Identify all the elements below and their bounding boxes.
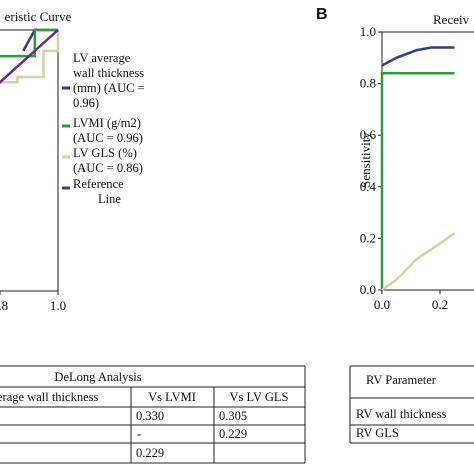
rv-header-cell: RV Parameter <box>366 373 437 387</box>
panel-a-x-tick-label: 1.0 <box>50 298 66 313</box>
panel-b-y-tick-label: 0.4 <box>360 179 377 194</box>
legend-label-line: 0.96) <box>73 96 99 110</box>
legend-label-line: LV GLS (%) <box>73 146 137 160</box>
panel-a-title: eristic Curve <box>5 9 72 24</box>
delong-table: DeLong Analysis erage wall thickness Vs … <box>0 365 306 464</box>
rv-table: RV Parameter RV wall thickness RV GLS <box>349 365 474 444</box>
legend-label-line: Line <box>98 192 121 206</box>
delong-cell: 0.229 <box>219 427 247 441</box>
legend-label-line: Reference <box>73 177 124 191</box>
panel-a-series-line-1 <box>0 28 58 58</box>
delong-header-cell: Vs LVMI <box>148 390 196 404</box>
legend-label-line: wall thickness <box>73 66 144 80</box>
rv-cell: RV GLS <box>356 426 399 440</box>
panel-b-y-tick-label: 0.6 <box>360 127 377 142</box>
delong-cell: 0.229 <box>136 446 164 460</box>
panel-a-plot-frame <box>0 29 59 292</box>
panel-b-title: Receiv <box>433 12 470 27</box>
legend-label-line: LV average <box>73 51 131 65</box>
panel-b: B Receiv Sensitivity 0.00.20.40.60.81.0 … <box>316 6 474 312</box>
panel-a-series-line-2 <box>0 30 60 84</box>
delong-title: DeLong Analysis <box>54 370 141 384</box>
panel-b-x-tick-label: 0.0 <box>374 297 390 312</box>
panel-b-x-tick-label: 0.2 <box>432 297 448 312</box>
panel-b-y-tick-label: 1.0 <box>360 24 376 39</box>
panel-b-y-ticks: 0.0 0.2 0.4 0.6 0.8 1.0 <box>360 24 382 297</box>
legend-label-line: (AUC = 0.96) <box>73 131 143 145</box>
delong-cell: - <box>137 427 141 441</box>
delong-cell: 0.330 <box>136 409 164 423</box>
panel-a-legend: LV average wall thickness (mm) (AUC = 0.… <box>62 51 145 206</box>
panel-b-x-ticks: 0.0 0.2 <box>374 290 448 312</box>
panel-b-series <box>380 46 456 292</box>
legend-label-line: (mm) (AUC = <box>73 81 145 95</box>
panel-a-x-ticks: 0.8 1.0 <box>0 291 66 313</box>
panel-b-series-line-0 <box>381 46 455 67</box>
delong-cell: 0.305 <box>219 409 247 423</box>
panel-a-series-line-3 <box>0 29 59 84</box>
delong-header-cell: erage wall thickness <box>0 390 98 404</box>
panel-a-x-tick-label: 0.8 <box>0 298 8 313</box>
delong-header-cell: Vs LV GLS <box>229 390 288 404</box>
panel-b-y-tick-label: 0.2 <box>360 230 376 245</box>
panel-b-label: B <box>316 6 328 23</box>
panel-a-series <box>0 28 60 84</box>
rv-cell: RV wall thickness <box>356 407 447 421</box>
panel-b-y-axis-label: Sensitivity <box>358 132 373 188</box>
panel-b-y-tick-label: 0.0 <box>360 282 376 297</box>
panel-b-series-line-1 <box>380 72 455 290</box>
legend-label-line: LVMI (g/m2) <box>73 116 141 130</box>
panel-b-y-tick-label: 0.8 <box>360 76 376 91</box>
panel-b-series-line-2 <box>381 232 456 292</box>
panel-a: eristic Curve 0.8 1.0 LV average wall thi… <box>0 9 145 313</box>
legend-label-line: (AUC = 0.86) <box>73 161 143 175</box>
